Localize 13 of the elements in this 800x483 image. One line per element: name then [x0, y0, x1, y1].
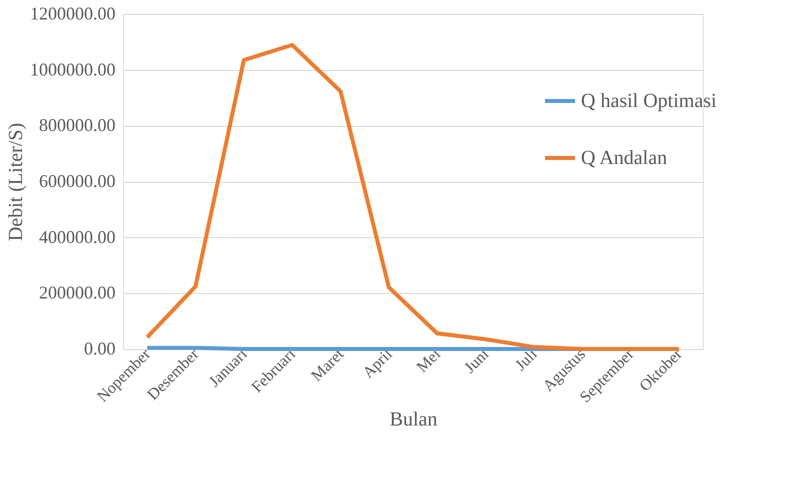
x-tick-label: Mei	[414, 345, 444, 376]
y-axis-title: Debit (Liter/S)	[5, 122, 27, 242]
y-tick-label: 800000.00	[39, 115, 116, 136]
y-tick-label: 400000.00	[39, 226, 116, 247]
y-tick-label: 200000.00	[39, 282, 116, 303]
x-tick-label: Juli	[512, 345, 542, 374]
legend-label: Q Andalan	[581, 147, 668, 169]
y-tick-label: 600000.00	[39, 171, 116, 191]
x-axis-title: Bulan	[390, 408, 438, 431]
y-tick-label: 1000000.00	[30, 59, 116, 80]
y-tick-label: 1200000.00	[30, 4, 116, 24]
legend-label: Q hasil Optimasi	[581, 90, 717, 112]
x-tick-label: Juni	[461, 345, 493, 377]
